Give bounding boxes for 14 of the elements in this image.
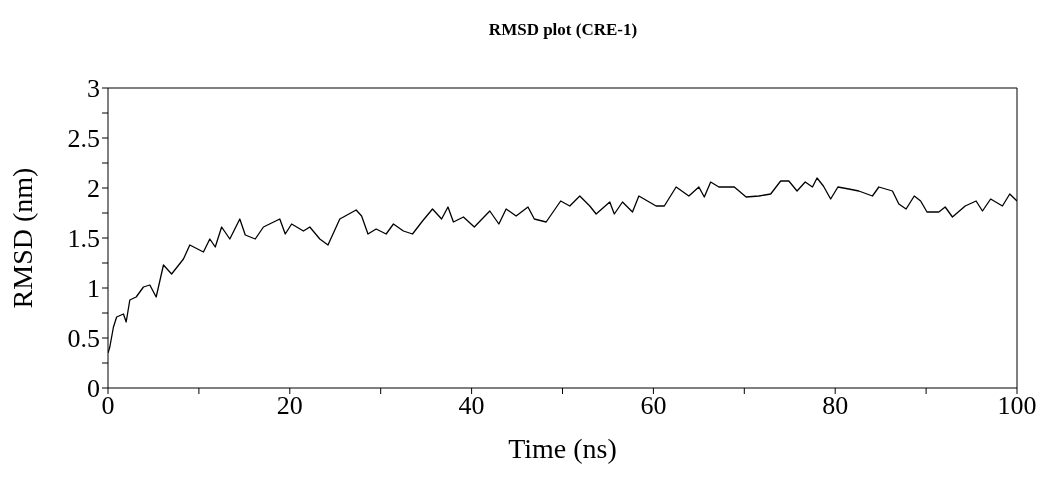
x-tick-label: 80: [822, 391, 849, 421]
x-tick-label: 40: [458, 391, 485, 421]
y-tick-label: 3: [87, 74, 100, 104]
x-tick-label: 60: [640, 391, 667, 421]
y-tick-label: 2: [87, 174, 100, 204]
chart-title: RMSD plot (CRE-1): [487, 20, 639, 40]
y-axis-title: RMSD (nm): [6, 167, 38, 309]
x-tick-label: 100: [997, 391, 1037, 421]
x-axis-title: Time (ns): [508, 433, 617, 464]
y-tick-label: 0.5: [67, 324, 100, 354]
y-tick-label: 2.5: [67, 124, 100, 154]
y-tick-label: 1.5: [67, 224, 100, 254]
x-tick-label: 20: [276, 391, 303, 421]
y-tick-label: 1: [87, 274, 100, 304]
